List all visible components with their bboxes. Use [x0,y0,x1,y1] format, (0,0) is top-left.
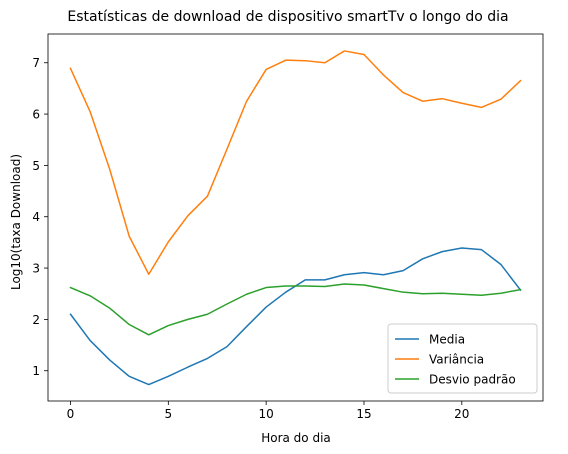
y-tick-label: 7 [32,56,40,70]
y-tick-label: 6 [32,108,40,122]
x-tick-label: 10 [259,407,274,421]
chart-title: Estatísticas de download de dispositivo … [67,9,508,25]
x-axis-label: Hora do dia [261,431,331,445]
y-tick-label: 1 [32,364,40,378]
y-tick-label: 3 [32,262,40,276]
y-tick-label: 4 [32,210,40,224]
legend-box [387,323,538,394]
legend-label-1: Media [429,333,465,347]
legend: Media Variância Desvio padrão [387,323,538,394]
y-tick-label: 5 [32,159,40,173]
x-tick-label: 5 [165,407,173,421]
legend-label-2: Variância [429,353,484,367]
plot-area: 0 5 10 15 20 1 2 3 4 5 6 7 [32,33,544,421]
x-tick-label: 20 [454,407,469,421]
y-axis-label: Log10(taxa Download) [9,154,23,290]
legend-label-3: Desvio padrão [429,373,516,387]
series-line-2 [69,50,522,275]
plot-frame [47,33,544,402]
series-line-3 [69,283,522,336]
y-tick-label: 2 [32,313,40,327]
x-tick-label: 15 [356,407,371,421]
x-tick-label: 0 [67,407,75,421]
